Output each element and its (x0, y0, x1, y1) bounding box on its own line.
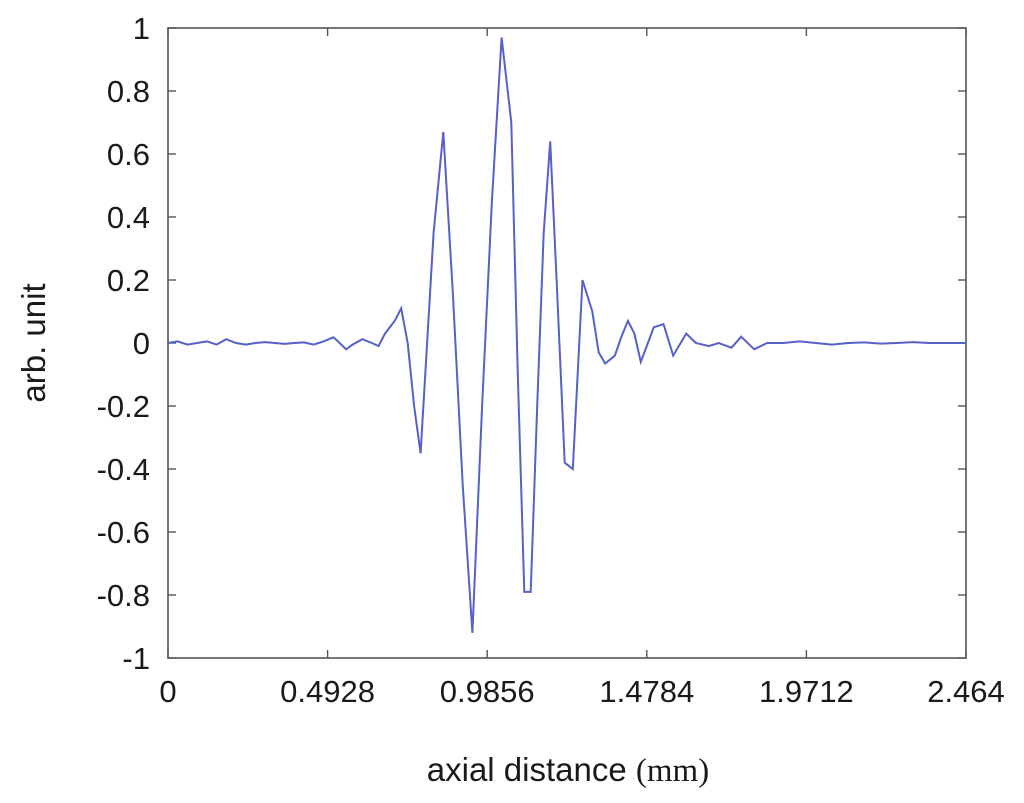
y-tick-label: 1 (133, 11, 150, 46)
x-axis-title-unit: (mm) (636, 753, 709, 789)
y-tick-label: 0.2 (107, 263, 150, 298)
x-tick-label: 1.4784 (599, 674, 694, 709)
y-tick-label: -1 (122, 641, 150, 676)
x-tick-labels: 0 0.4928 0.9856 1.4784 1.9712 2.464 (159, 674, 1004, 709)
series-line (167, 37, 966, 633)
x-axis-title-text: axial distance (427, 751, 627, 788)
y-tick-label: 0.6 (107, 137, 150, 172)
x-tick-label: 1.9712 (759, 674, 854, 709)
x-axis-title: axial distance (mm) (427, 751, 709, 789)
x-tick-label: 0.9856 (440, 674, 535, 709)
y-tick-label: 0 (133, 326, 150, 361)
y-tick-label: -0.2 (97, 389, 150, 424)
y-tick-label: -0.8 (97, 578, 150, 613)
y-tick-label: -0.6 (97, 515, 150, 550)
x-tick-label: 2.464 (927, 674, 1005, 709)
y-axis-title: arb. unit (15, 283, 52, 402)
x-tick-marks (167, 28, 967, 658)
y-tick-label: 0.8 (107, 74, 150, 109)
y-tick-label: -0.4 (97, 452, 150, 487)
x-tick-label: 0.4928 (280, 674, 375, 709)
x-tick-label: 0 (159, 674, 176, 709)
y-tick-label: 0.4 (107, 200, 150, 235)
y-tick-labels: 1 0.8 0.6 0.4 0.2 0 -0.2 -0.4 -0.6 -0.8 -1 (97, 11, 150, 676)
